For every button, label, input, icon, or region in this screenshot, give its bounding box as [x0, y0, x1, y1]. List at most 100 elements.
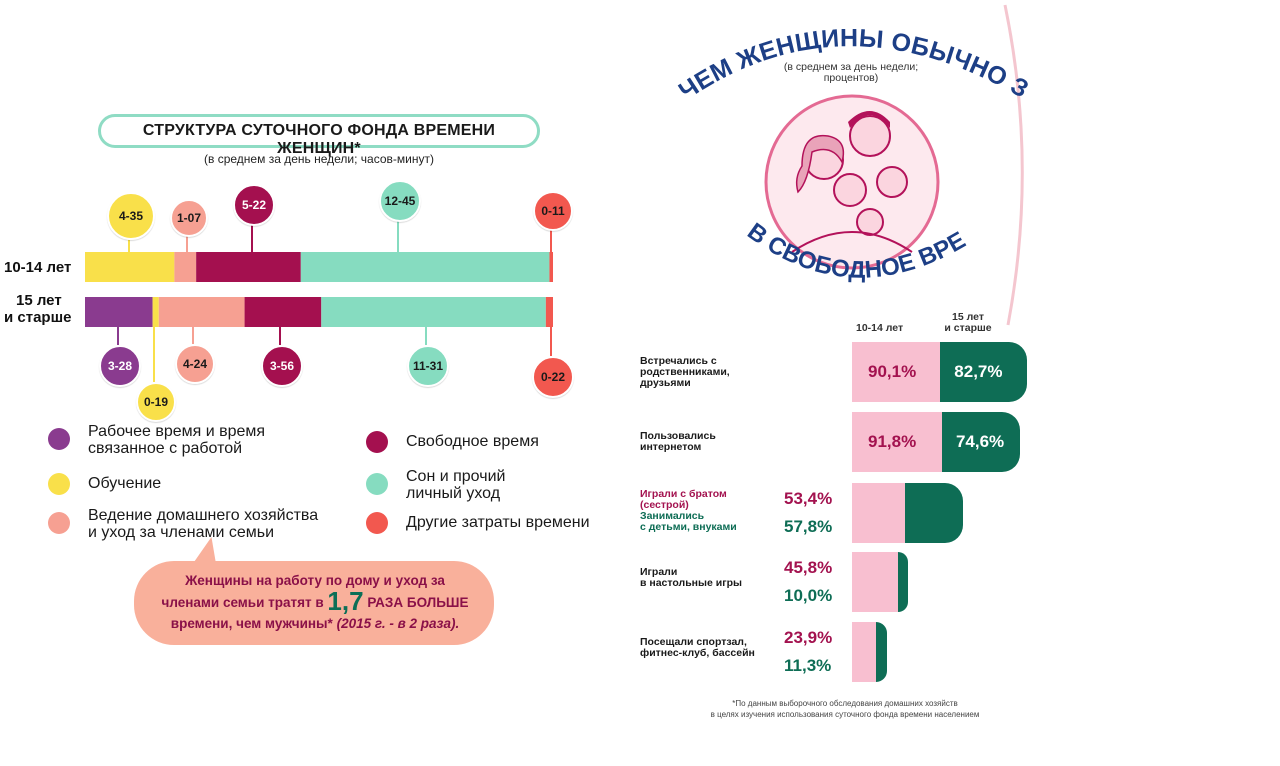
bar-segment-row0-s4: [300, 252, 550, 282]
arc-title: ЧЕМ ЖЕНЩИНЫ ОБЫЧНО ЗАНИМАЛИСЬ: [650, 0, 1033, 106]
bar-10-14: [852, 412, 942, 472]
value-10-14: 90,1%: [868, 362, 917, 381]
legend-label: Ведение домашнего хозяйства и уход за чле…: [88, 507, 319, 541]
value-pin-12-45: 12-45: [379, 180, 421, 222]
column-header-15-plus: 15 лет и старше: [936, 312, 1000, 334]
value-pin-11-31: 11-31: [407, 345, 449, 387]
value-pin-0-19: 0-19: [136, 382, 176, 422]
value-15-plus: 10,0%: [784, 586, 833, 605]
bar-segment-row1-s2: [158, 297, 245, 327]
legend-swatch: [48, 512, 70, 534]
bar-15-plus: [941, 412, 1021, 472]
bar-segment-row0-s3: [196, 252, 301, 282]
value-pin-1-07: 1-07: [170, 199, 208, 237]
pin-line: [550, 327, 552, 356]
callout-bubble: [134, 561, 494, 645]
value-15-plus: 57,8%: [784, 517, 833, 536]
pin-line: [117, 327, 119, 345]
col2-line1: 15 лет: [952, 311, 984, 323]
value-15-plus: 82,7%: [954, 362, 1003, 381]
row-label-15-plus-a: 15 лет: [16, 292, 62, 309]
activity-label: Встречались с родственниками, друзьями: [640, 354, 730, 389]
bar-segment-row0-s1: [85, 252, 175, 282]
bar-15-plus: [897, 552, 908, 612]
bar-10-14: [852, 622, 876, 682]
row-label-10-14: 10-14 лет: [4, 259, 72, 276]
bar-segment-row1-s5: [545, 297, 553, 327]
callout-line3a: времени, чем мужчины*: [170, 616, 333, 631]
pin-line: [192, 327, 194, 344]
legend-swatch: [366, 473, 388, 495]
pin-line: [425, 327, 427, 345]
callout-line2a: членами семьи тратят в: [161, 595, 324, 610]
footnote-line2: в целях изучения использования суточного…: [710, 710, 980, 719]
arc-title2-text: В СВОБОДНОЕ ВРЕМЯ?*: [720, 200, 970, 284]
callout-big-number: 1,7: [327, 586, 364, 616]
legend-label: Рабочее время и время связанное с работой: [88, 423, 266, 457]
bar-segment-row0-s2: [174, 252, 197, 282]
value-10-14: 45,8%: [784, 558, 833, 577]
callout-line2b: РАЗА БОЛЬШЕ: [367, 595, 469, 610]
legend-label: Обучение: [88, 475, 162, 492]
value-15-plus: 74,6%: [955, 432, 1005, 451]
pin-line: [128, 236, 130, 252]
family-illustration-icon: [764, 94, 940, 270]
col2-line2: и старше: [944, 322, 992, 334]
legend-swatch: [366, 512, 388, 534]
pin-line: [186, 233, 188, 252]
svg-text:ЧЕМ ЖЕНЩИНЫ ОБЫЧНО ЗАНИМАЛИСЬ: ЧЕМ ЖЕНЩИНЫ ОБЫЧНО ЗАНИМАЛИСЬ: [650, 0, 1033, 106]
value-15-plus: 11,3%: [784, 656, 832, 675]
column-header-10-14: 10-14 лет: [856, 322, 904, 334]
legend-label: Другие затраты времени: [406, 514, 590, 531]
activity-label: Играли в настольные игры: [640, 566, 742, 589]
left-chart-title-frame: СТРУКТУРА СУТОЧНОГО ФОНДА ВРЕМЕНИ ЖЕНЩИН…: [98, 114, 540, 157]
bar-segment-row1-s4: [321, 297, 546, 327]
pin-line: [279, 327, 281, 345]
callout-line3b: (2015 г. - в 2 раза).: [336, 616, 460, 631]
value-pin-0-11: 0-11: [533, 191, 573, 231]
bar-segment-row1-s0: [85, 297, 153, 327]
left-chart-subtitle: (в среднем за день недели; часов-минут): [204, 152, 434, 166]
value-pin-4-35: 4-35: [107, 192, 155, 240]
legend-swatch: [48, 428, 70, 450]
value-10-14: 23,9%: [784, 628, 833, 647]
legend-swatch: [48, 473, 70, 495]
activity-label: Пользовались интернетом: [640, 430, 716, 453]
value-10-14: 91,8%: [868, 432, 917, 451]
pin-line: [251, 222, 253, 252]
bar-segment-row1-s1: [152, 297, 159, 327]
activity-label: Играли с братом (сестрой) Занимались с деть…: [640, 488, 737, 533]
legend-label: Сон и прочий личный уход: [406, 468, 506, 502]
decorative-arc: [1003, 4, 1024, 326]
left-chart-title: СТРУКТУРА СУТОЧНОГО ФОНДА ВРЕМЕНИ ЖЕНЩИН…: [142, 122, 496, 157]
value-pin-5-22: 5-22: [233, 184, 275, 226]
legend-swatch: [366, 431, 388, 453]
callout-text: Женщины на работу по дому и уход за член…: [150, 570, 480, 634]
right-chart-subtitle: (в среднем за день недели; процентов): [766, 62, 936, 84]
value-pin-4-24: 4-24: [175, 344, 215, 384]
bar-segment-row0-s5: [549, 252, 553, 282]
bar-10-14: [852, 483, 906, 543]
pin-line: [153, 327, 155, 382]
bar-15-plus: [940, 342, 1028, 402]
value-pin-0-22: 0-22: [532, 356, 574, 398]
svg-text:В СВОБОДНОЕ ВРЕМЯ?*: В СВОБОДНОЕ ВРЕМЯ?*: [720, 200, 970, 284]
arc-title-text: ЧЕМ ЖЕНЩИНЫ ОБЫЧНО ЗАНИМАЛИСЬ: [650, 0, 1033, 106]
activity-label: Посещали спортзал, фитнес-клуб, бассейн: [640, 636, 755, 659]
right-subtitle-line2: процентов): [823, 72, 879, 84]
arc-subtitle: В СВОБОДНОЕ ВРЕМЯ?*: [720, 200, 970, 284]
value-pin-3-56: 3-56: [261, 345, 303, 387]
right-subtitle-line1: (в среднем за день недели;: [783, 61, 919, 73]
value-pin-3-28: 3-28: [99, 345, 141, 387]
bar-15-plus: [905, 483, 964, 543]
footnote-line1: *По данным выборочного обследования дома…: [732, 699, 958, 708]
pin-line: [397, 218, 399, 252]
value-10-14: 53,4%: [784, 489, 833, 508]
bar-10-14: [852, 342, 941, 402]
bar-15-plus: [875, 622, 888, 682]
callout-line1: Женщины на работу по дому и уход за: [185, 573, 445, 588]
footnote: *По данным выборочного обследования дома…: [690, 698, 1000, 720]
bar-10-14: [852, 552, 898, 612]
bar-segment-row1-s3: [244, 297, 322, 327]
stacked-bar-chart: [85, 252, 553, 327]
